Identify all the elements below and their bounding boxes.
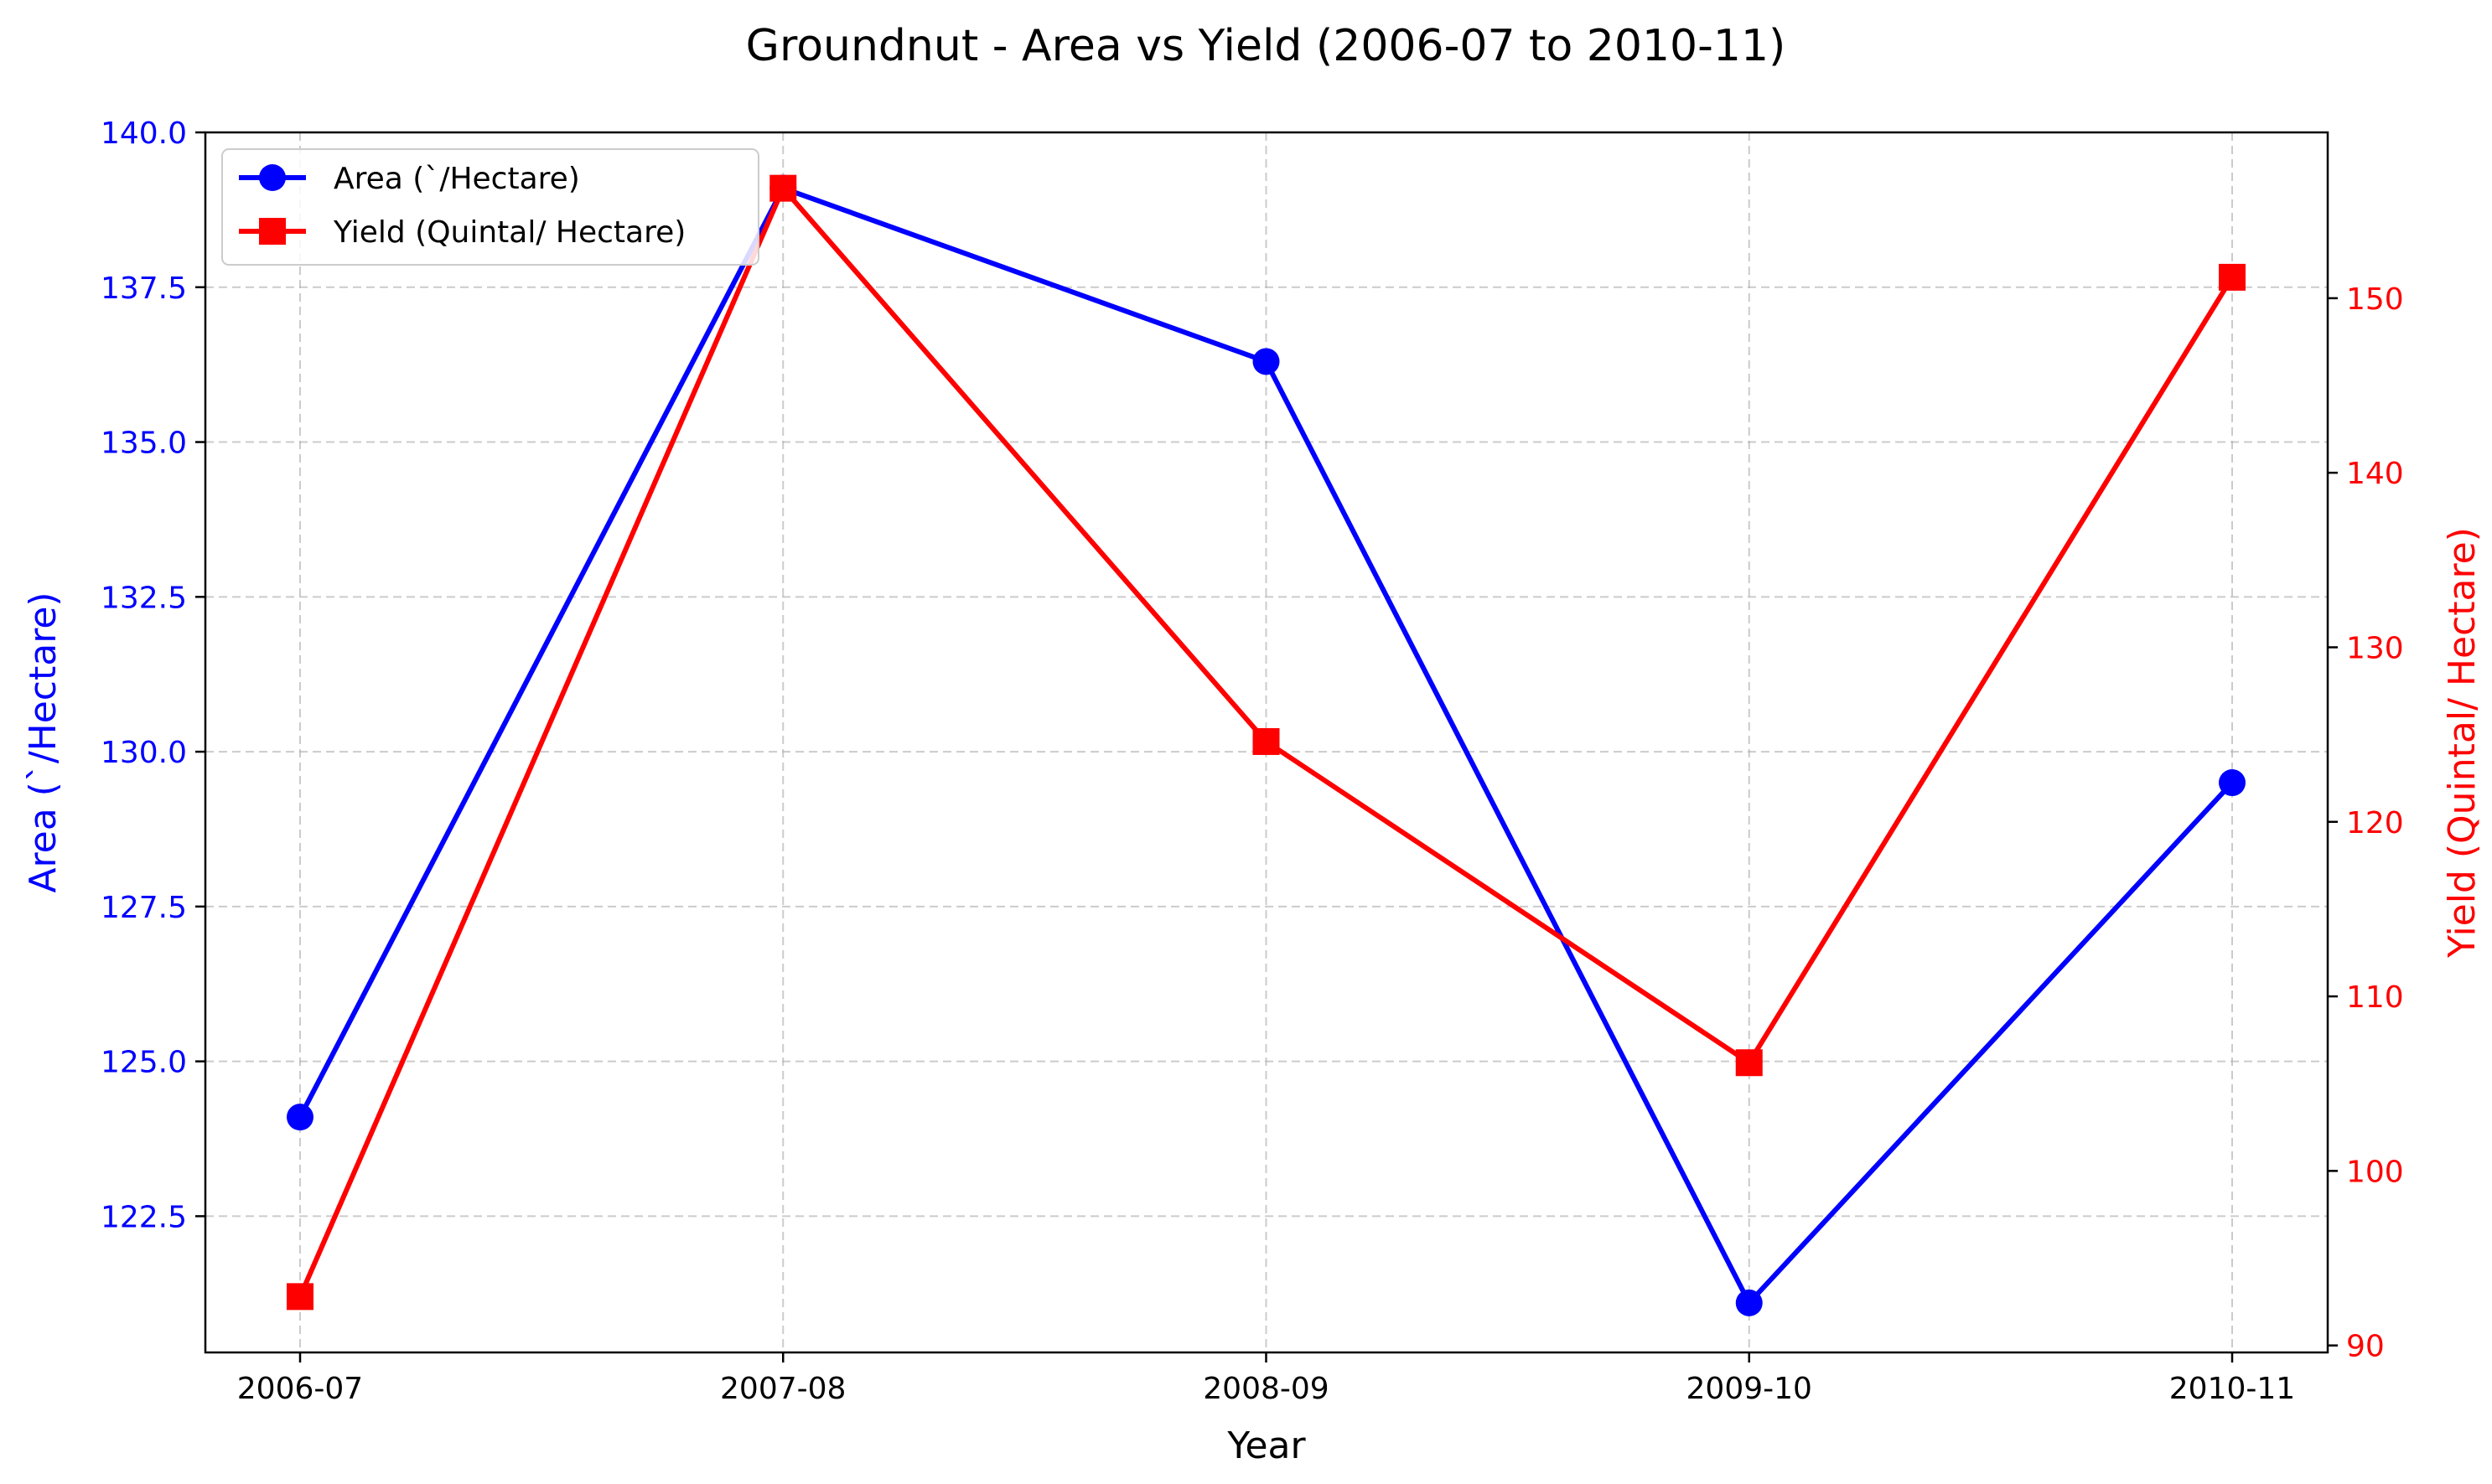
- right-tick-label: 90: [2346, 1330, 2385, 1364]
- yield-point: [2219, 263, 2246, 291]
- area-point: [2219, 769, 2246, 797]
- series-layer: [287, 174, 2246, 1316]
- x-tick-label: 2006-07: [237, 1372, 363, 1406]
- left-tick-label: 127.5: [101, 891, 187, 925]
- x-tick-label: 2008-09: [1203, 1372, 1329, 1406]
- chart-title: Groundnut - Area vs Yield (2006-07 to 20…: [746, 21, 1786, 71]
- yield-point: [287, 1283, 313, 1311]
- legend-area-label: Area (`/Hectare): [334, 162, 580, 196]
- legend-yield-label: Yield (Quintal/ Hectare): [333, 215, 686, 250]
- left-axis-label: Area (`/Hectare): [22, 592, 65, 892]
- yield-point: [1735, 1049, 1763, 1077]
- right-tick-label: 100: [2346, 1155, 2404, 1189]
- right-axis-label: Yield (Quintal/ Hectare): [2441, 527, 2484, 959]
- right-tick-label: 140: [2346, 457, 2404, 491]
- right-tick-label: 150: [2346, 282, 2404, 317]
- left-tick-label: 130.0: [101, 736, 187, 770]
- left-tick-label: 132.5: [101, 581, 187, 615]
- legend-area-marker: [259, 164, 286, 191]
- ticks-layer: 2006-07 2007-08 2008-09 2009-10 2010-11 122.5…: [101, 116, 2404, 1406]
- x-axis-label: Year: [1226, 1425, 1306, 1467]
- area-point: [287, 1104, 313, 1131]
- area-point: [1735, 1289, 1763, 1316]
- x-tick-label: 2010-11: [2169, 1372, 2295, 1406]
- legend: Area (`/Hectare) Yield (Quintal/ Hectare…: [221, 148, 759, 266]
- left-tick-label: 125.0: [101, 1046, 187, 1080]
- right-tick-label: 110: [2346, 980, 2404, 1015]
- right-tick-label: 120: [2346, 806, 2404, 840]
- area-point: [1252, 348, 1280, 375]
- right-tick-label: 130: [2346, 631, 2404, 665]
- left-tick-label: 122.5: [101, 1200, 187, 1234]
- x-tick-label: 2009-10: [1686, 1372, 1812, 1406]
- left-tick-label: 135.0: [101, 427, 187, 461]
- x-tick-label: 2007-08: [720, 1372, 846, 1406]
- legend-box: [221, 148, 759, 266]
- legend-yield-marker: [259, 218, 286, 245]
- yield-point: [769, 174, 797, 202]
- left-tick-label: 140.0: [101, 116, 187, 151]
- yield-point: [1252, 727, 1280, 755]
- left-tick-label: 137.5: [101, 271, 187, 306]
